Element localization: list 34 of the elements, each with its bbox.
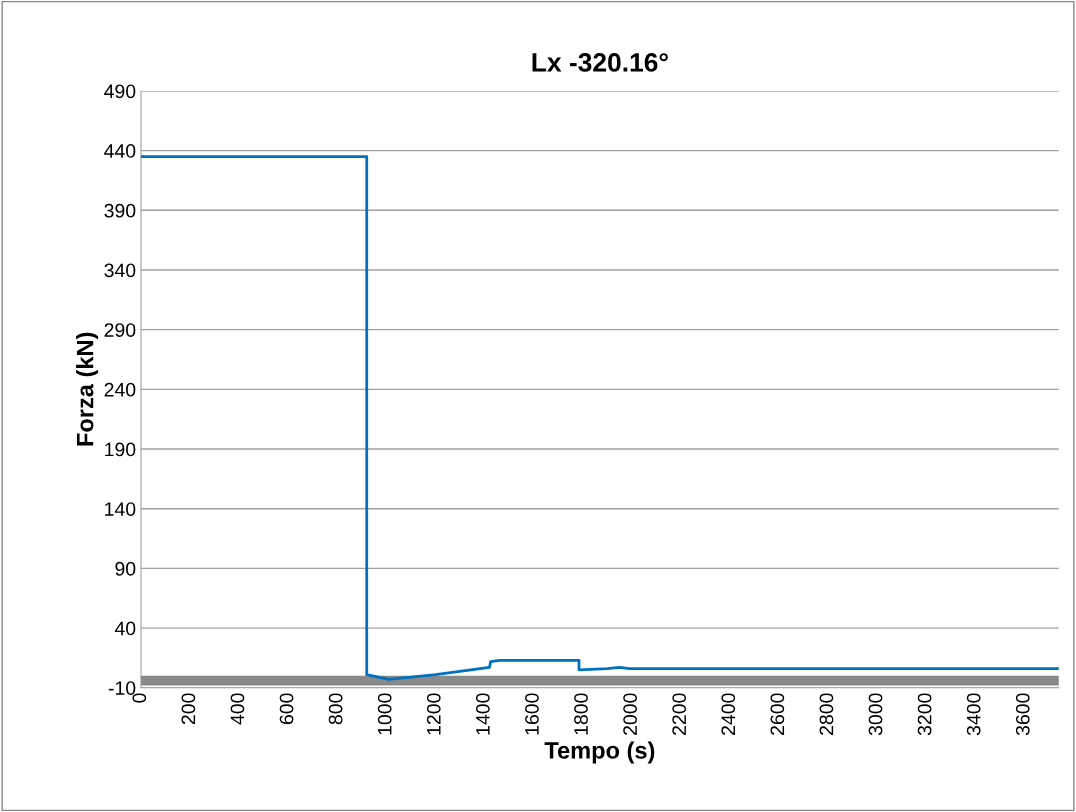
y-tick-label: -10 <box>108 681 136 695</box>
x-tick-label: 3200 <box>917 693 932 736</box>
y-tick-label: 340 <box>104 263 136 278</box>
x-tick-label: 0 <box>132 693 147 703</box>
x-tick-label: 2600 <box>770 693 785 735</box>
x-tick-label: 3000 <box>868 693 883 736</box>
x-tick-label: 400 <box>230 693 245 725</box>
x-axis-title: Tempo (s) <box>544 741 655 764</box>
x-tick-label: 1800 <box>574 693 588 735</box>
x-tick-label: 1600 <box>525 693 539 735</box>
y-tick-label: 140 <box>105 502 136 516</box>
y-tick-label: 440 <box>104 144 136 158</box>
x-tick-label: 800 <box>328 693 343 725</box>
x-tick-label: 1000 <box>377 693 392 735</box>
x-tick-label: 3400 <box>966 693 981 736</box>
x-tick-label: 2800 <box>819 693 834 735</box>
y-tick-label: 40 <box>114 621 136 636</box>
x-tick-label: 3600 <box>1015 693 1030 736</box>
x-tick-label: 2400 <box>721 693 736 735</box>
y-tick-label: 190 <box>105 442 136 457</box>
line-series <box>140 155 1059 681</box>
y-tick-label: 290 <box>104 323 136 337</box>
x-tick-label: 200 <box>181 693 196 725</box>
y-tick-label: 390 <box>104 203 136 218</box>
chart-title: Lx -320.16° <box>532 53 668 72</box>
y-tick-label: 240 <box>104 382 136 397</box>
x-tick-label: 600 <box>279 693 294 725</box>
x-tick-label: 2000 <box>623 693 637 735</box>
y-tick-label: 90 <box>115 561 136 576</box>
x-tick-label: 1200 <box>426 693 441 735</box>
y-axis-title: Forza (kN) <box>76 332 99 446</box>
x-tick-label: 2200 <box>672 693 687 735</box>
y-tick-label: 490 <box>104 84 136 99</box>
x-tick-label: 1400 <box>475 693 490 735</box>
